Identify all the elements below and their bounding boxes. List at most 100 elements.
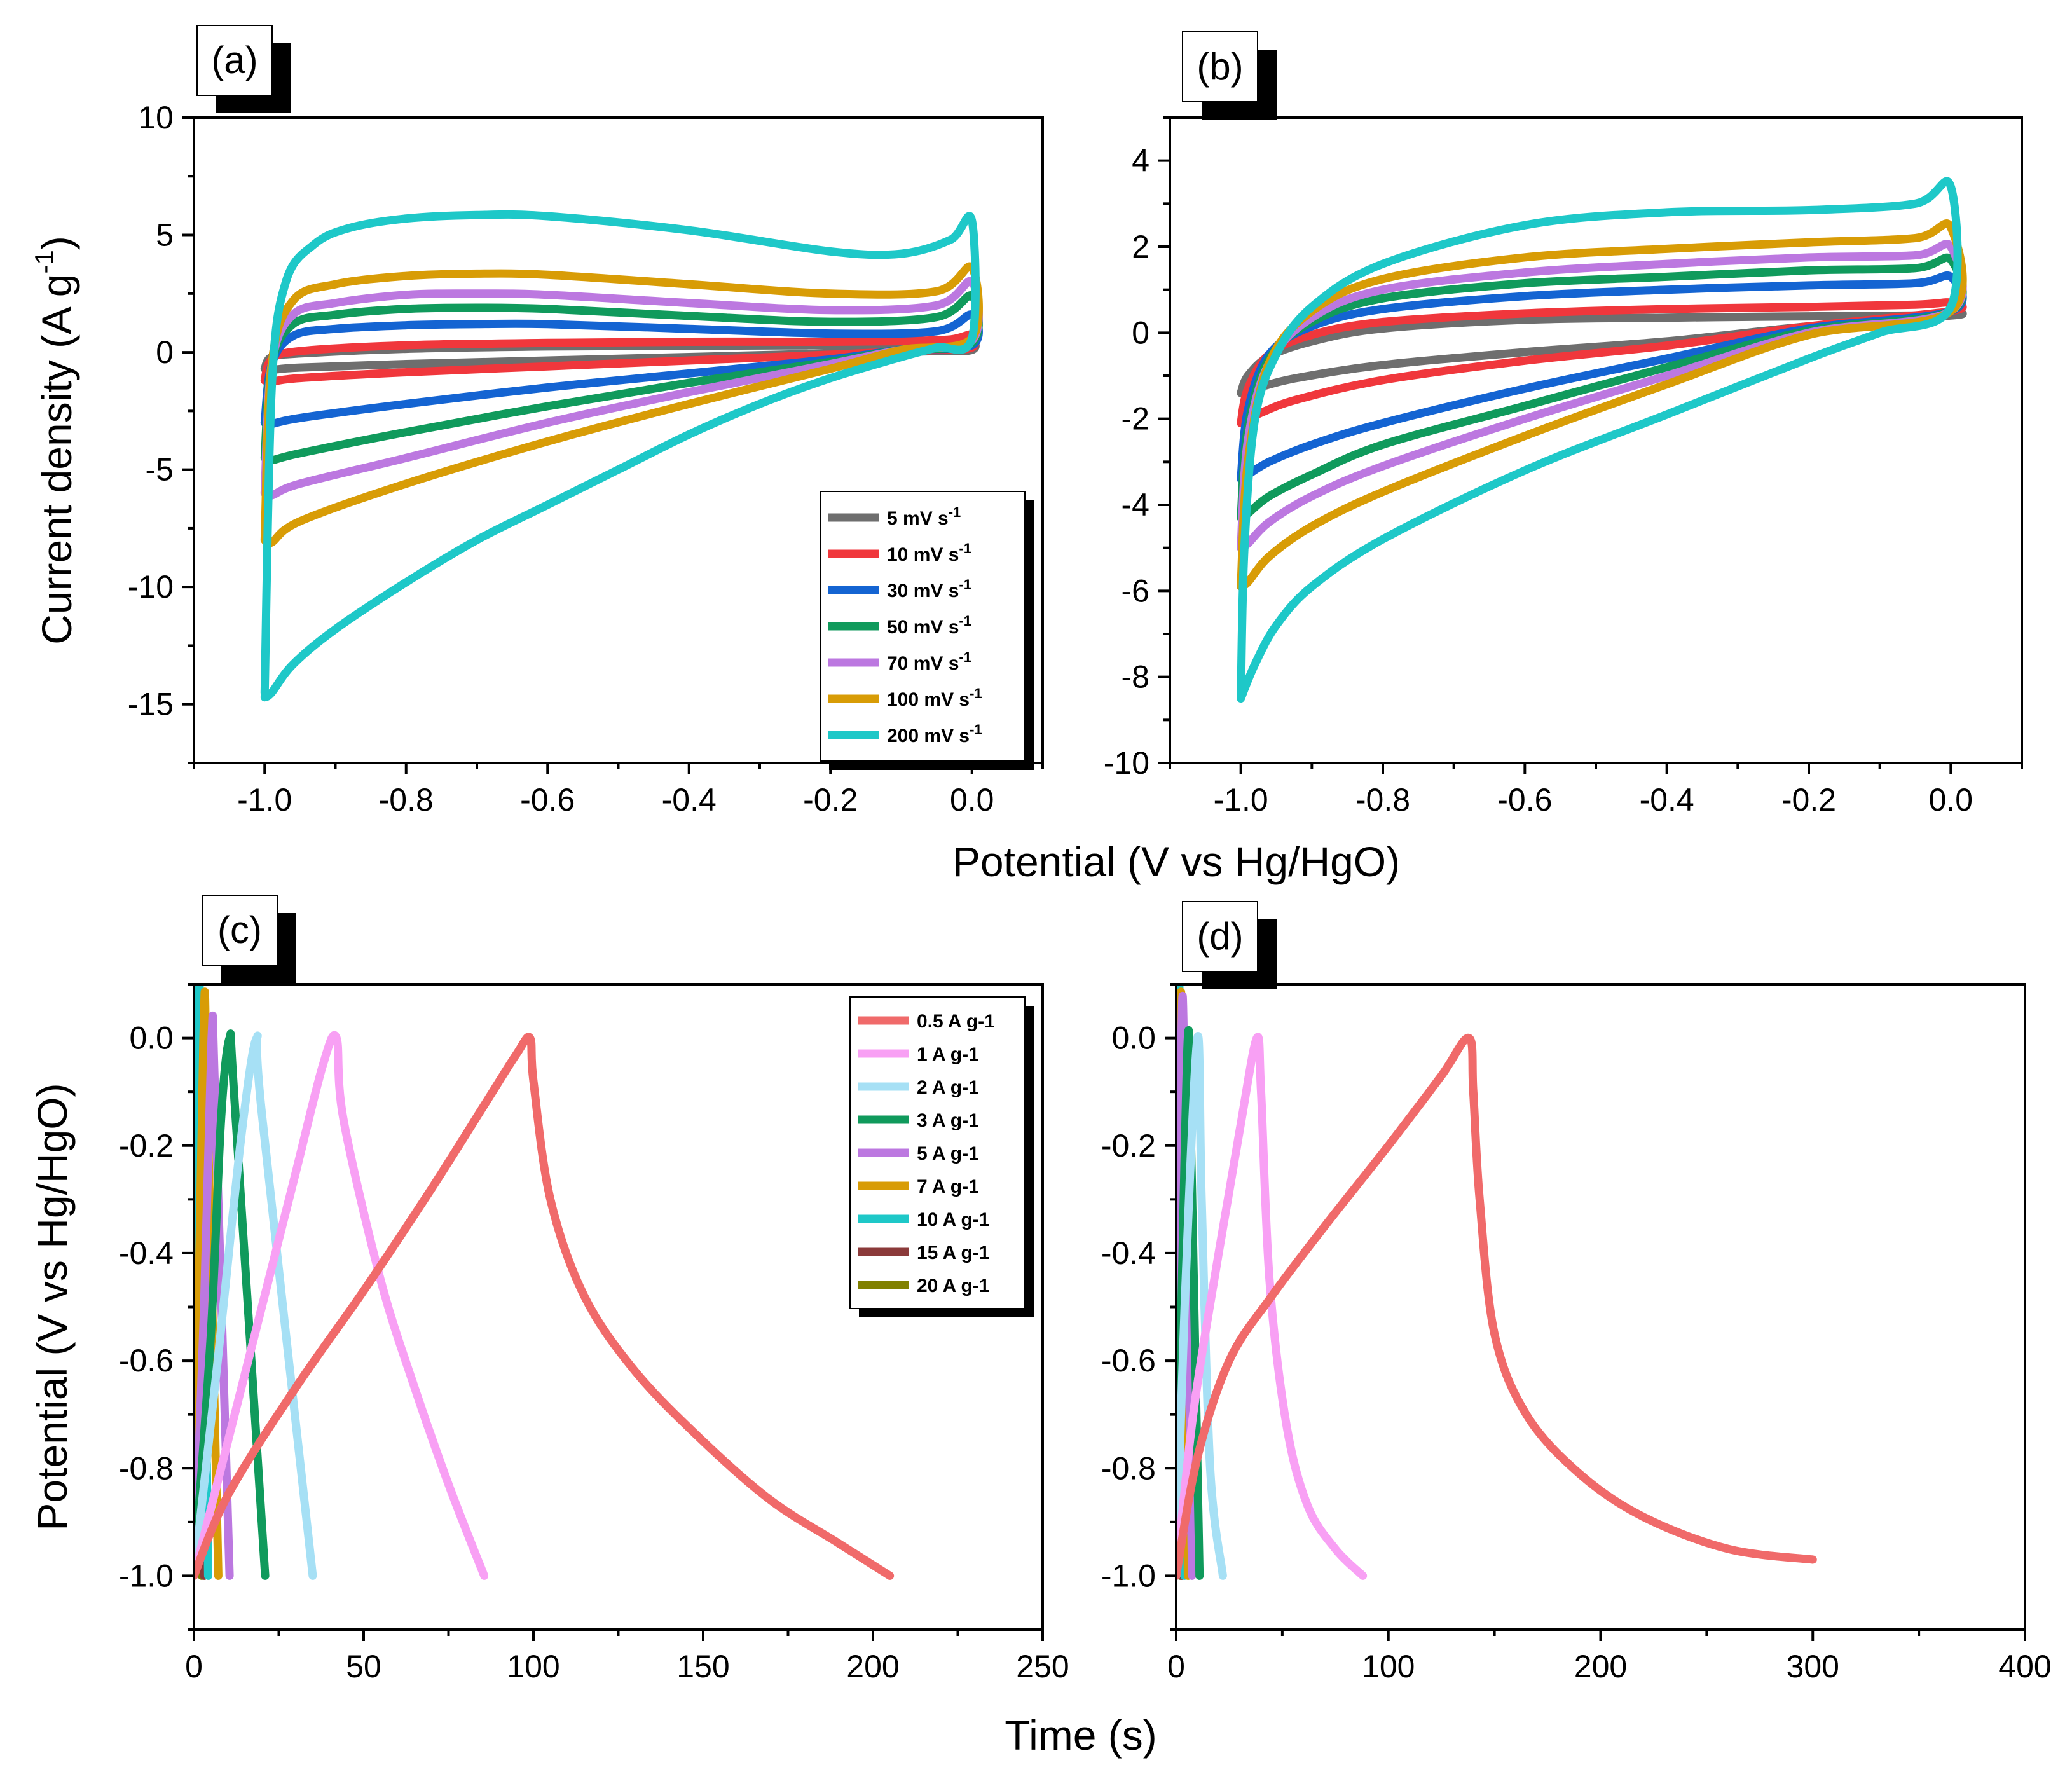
y-tick-label: -4 xyxy=(1122,487,1149,523)
x-tick-label: 250 xyxy=(1016,1649,1069,1684)
panel-label-box xyxy=(196,25,273,96)
y-tick-label: -0.6 xyxy=(119,1343,174,1378)
series-line-1-a-g-1 xyxy=(1176,1033,1368,1580)
series-line-0.5-a-g-1 xyxy=(194,1033,895,1580)
y-tick-label: 10 xyxy=(138,100,174,135)
y-tick-label: -0.8 xyxy=(119,1450,174,1486)
series-line-70-mv-s xyxy=(1237,240,1967,553)
chart-panel-3: 0 100 200 300 400 -1.0 -0.8 -0.6 -0.4 -0.2 0.0 (d) xyxy=(1101,901,2052,1684)
y-axis-title: Current density (A g-1) xyxy=(29,236,80,645)
legend-label: 5 A g-1 xyxy=(917,1143,979,1164)
series-group xyxy=(1237,177,1967,703)
x-tick-label: 50 xyxy=(346,1649,381,1684)
x-tick-label: 100 xyxy=(1362,1649,1415,1684)
x-tick-label: -0.6 xyxy=(1497,782,1552,818)
series-line-30-mv-s xyxy=(260,310,983,429)
chart-panel-0: -1.0 -0.8 -0.6 -0.4 -0.2 0.0 -15 -10 -5 0 5 10 (a) Cu… xyxy=(29,25,1044,818)
x-tick-label: -0.8 xyxy=(379,782,434,818)
series-line-1-a-g-1 xyxy=(194,1031,489,1580)
y-tick-label: 0 xyxy=(1132,315,1149,350)
y-tick-label: 2 xyxy=(1132,229,1149,264)
legend-label: 30 mV s-1 xyxy=(887,577,971,601)
shared-xlabel-top: Potential (V vs Hg/HgO) xyxy=(952,838,1400,885)
panel-label: (d) xyxy=(1197,915,1243,958)
series-line-100-mv-s xyxy=(260,262,983,548)
y-tick-label: -0.6 xyxy=(1101,1343,1156,1378)
x-tick-label: 0 xyxy=(1167,1649,1185,1684)
y-tick-label: 0.0 xyxy=(129,1020,174,1056)
y-tick-label: -0.2 xyxy=(1101,1128,1156,1164)
panel-label: (b) xyxy=(1197,45,1243,88)
series-line-50-mv-s xyxy=(260,291,983,465)
x-tick-label: -0.2 xyxy=(803,782,858,818)
y-tick-label: -2 xyxy=(1122,401,1149,437)
series-line-30-mv-s xyxy=(1237,271,1967,483)
x-tick-label: 300 xyxy=(1787,1649,1839,1684)
x-tick-label: -0.4 xyxy=(1640,782,1694,818)
legend-label: 70 mV s-1 xyxy=(887,649,971,674)
x-tick-label: 0 xyxy=(185,1649,203,1684)
shared-xlabel-bottom: Time (s) xyxy=(1005,1712,1157,1759)
series-group xyxy=(260,210,983,702)
x-tick-label: -1.0 xyxy=(1214,782,1268,818)
panel-label: (a) xyxy=(211,39,257,81)
plot-frame xyxy=(1175,983,2026,1631)
legend-label: 5 mV s-1 xyxy=(887,504,961,529)
x-tick-label: 400 xyxy=(1998,1649,2051,1684)
legend-label: 20 A g-1 xyxy=(917,1275,989,1296)
chart-panel-1: -1.0 -0.8 -0.6 -0.4 -0.2 0.0 -10 -8 -6 -4 -2 0 2 4 (b) xyxy=(1104,31,2023,818)
x-tick-label: -0.8 xyxy=(1355,782,1410,818)
y-tick-label: -1.0 xyxy=(119,1558,174,1593)
legend-label: 50 mV s-1 xyxy=(887,613,971,638)
x-tick-label: -0.6 xyxy=(520,782,575,818)
y-tick-label: 0 xyxy=(156,334,174,370)
y-tick-label: 5 xyxy=(156,217,174,253)
y-axis-title: Potential (V vs Hg/HgO) xyxy=(29,1083,76,1530)
series-line-10-mv-s xyxy=(1237,298,1967,427)
x-tick-label: -0.2 xyxy=(1781,782,1836,818)
x-tick-label: 200 xyxy=(1574,1649,1627,1684)
y-tick-label: -1.0 xyxy=(1101,1558,1156,1593)
series-line-2-a-g-1 xyxy=(1176,1032,1227,1580)
legend-label: 10 A g-1 xyxy=(917,1209,989,1230)
panel-label-box xyxy=(1182,31,1258,102)
legend-label: 200 mV s-1 xyxy=(887,722,982,746)
y-tick-label: -10 xyxy=(1104,745,1149,781)
legend: 5 mV s-1 10 mV s-1 30 mV s-1 50 mV s-1 70 mV… xyxy=(820,491,1034,770)
legend-label: 15 A g-1 xyxy=(917,1242,989,1263)
series-line-50-mv-s xyxy=(1237,253,1967,522)
series-line-0.5-a-g-1 xyxy=(1176,1033,1817,1580)
y-tick-label: 0.0 xyxy=(1111,1020,1156,1056)
legend-label: 10 mV s-1 xyxy=(887,540,971,565)
panel-label-box xyxy=(1182,901,1258,972)
series-line-2-a-g-1 xyxy=(194,1031,317,1580)
series-line-200-mv-s xyxy=(260,210,980,702)
y-tick-label: 4 xyxy=(1132,143,1149,179)
panel-label: (c) xyxy=(217,909,262,951)
legend-label: 7 A g-1 xyxy=(917,1176,979,1197)
series-group xyxy=(1176,984,1817,1580)
legend-label: 3 A g-1 xyxy=(917,1110,979,1131)
x-tick-label: 150 xyxy=(676,1649,729,1684)
y-tick-label: -0.4 xyxy=(119,1235,174,1271)
legend-label: 1 A g-1 xyxy=(917,1044,979,1065)
legend: 0.5 A g-1 1 A g-1 2 A g-1 3 A g-1 5 A g-1 7 A… xyxy=(849,996,1034,1317)
y-tick-label: -0.2 xyxy=(119,1128,174,1164)
y-tick-label: -10 xyxy=(128,569,174,605)
legend-label: 0.5 A g-1 xyxy=(917,1011,995,1032)
series-line-70-mv-s xyxy=(260,277,983,500)
y-tick-label: -6 xyxy=(1122,573,1149,608)
x-tick-label: 200 xyxy=(846,1649,899,1684)
legend-box xyxy=(820,491,1026,762)
y-tick-label: -8 xyxy=(1122,659,1149,695)
x-tick-label: -1.0 xyxy=(237,782,292,818)
x-tick-label: 0.0 xyxy=(1929,782,1973,818)
legend-label: 100 mV s-1 xyxy=(887,685,982,710)
series-line-200-mv-s xyxy=(1237,177,1962,703)
panel-label-box xyxy=(202,895,278,966)
legend-label: 2 A g-1 xyxy=(917,1077,979,1098)
x-tick-label: -0.4 xyxy=(662,782,717,818)
y-tick-label: -0.4 xyxy=(1101,1235,1156,1271)
y-tick-label: -15 xyxy=(128,687,174,722)
series-line-3-a-g-1 xyxy=(194,1029,270,1580)
